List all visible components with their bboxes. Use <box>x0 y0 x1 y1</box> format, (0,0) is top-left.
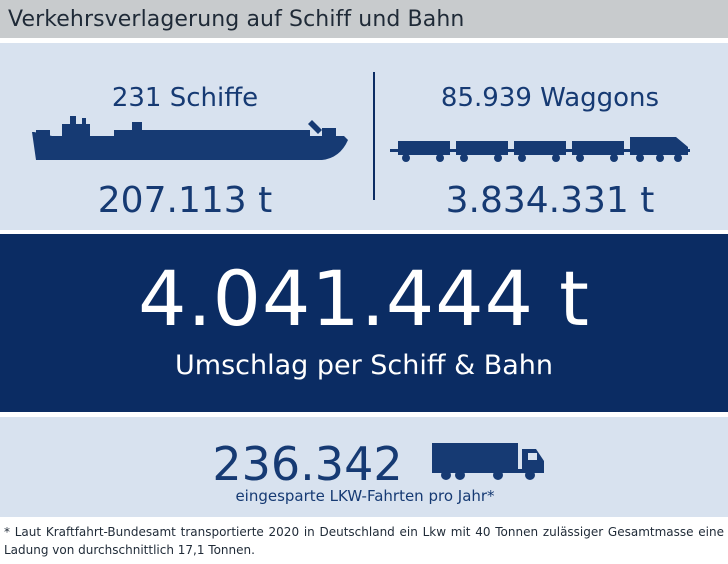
total-tonnage: 4.041.444 t <box>138 254 590 343</box>
truck-trips-count: 236.342 <box>212 437 403 491</box>
wagon-count-label: 85.939 Waggons <box>440 83 660 113</box>
page-title: Verkehrsverlagerung auf Schiff und Bahn <box>0 0 728 38</box>
truck-icon <box>432 443 544 480</box>
train-tonnage: 3.834.331 t <box>445 180 655 221</box>
truck-caption: eingesparte LKW-Fahrten pro Jahr* <box>235 487 495 505</box>
ship-tonnage: 207.113 t <box>97 180 273 221</box>
footnote: * Laut Kraftfahrt-Bundesamt transportier… <box>4 525 724 557</box>
total-panel: 4.041.444 t Umschlag per Schiff & Bahn <box>0 234 728 412</box>
divider <box>373 72 375 200</box>
train-icon <box>390 137 690 162</box>
total-caption: Umschlag per Schiff & Bahn <box>175 350 553 381</box>
ship-icon <box>22 116 348 160</box>
ship-count-label: 231 Schiffe <box>111 83 259 113</box>
truck-panel: 236.342 eingesparte LKW-Fahrten pro Jahr… <box>0 417 728 517</box>
